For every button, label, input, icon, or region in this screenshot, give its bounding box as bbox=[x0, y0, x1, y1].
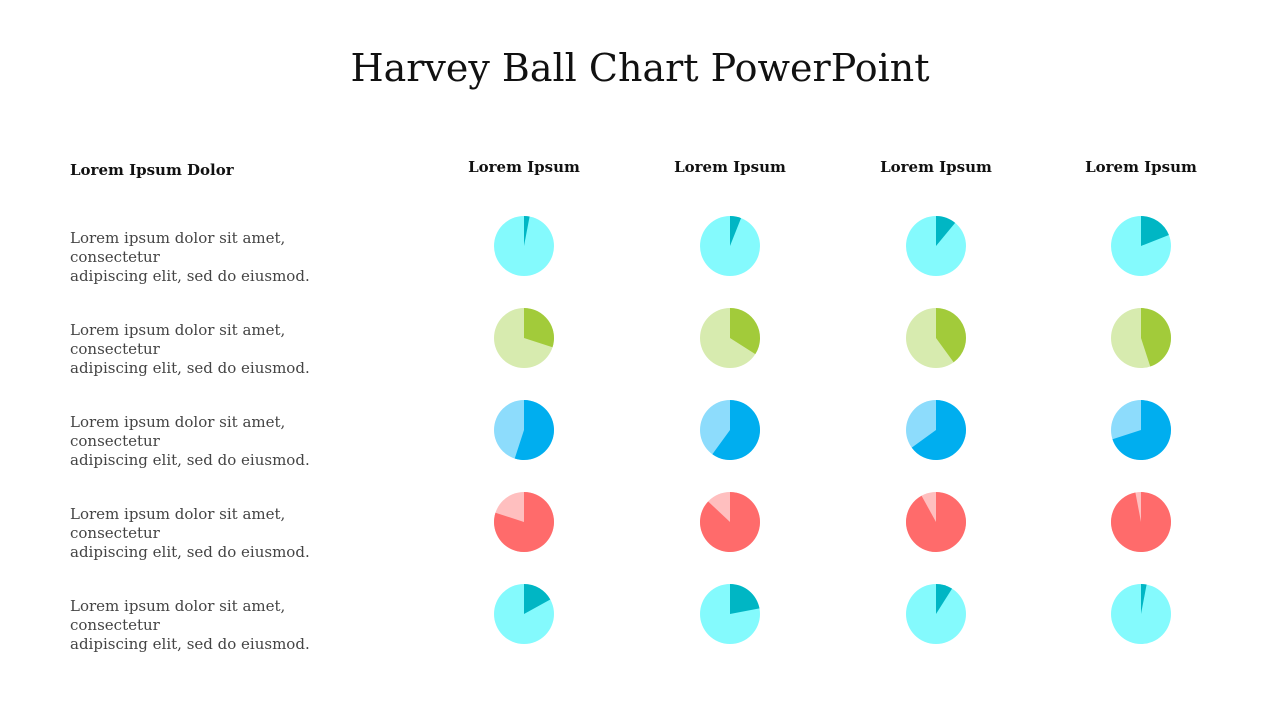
column-header-3: Lorem Ipsum bbox=[880, 158, 992, 176]
row-description-line: Lorem ipsum dolor sit amet, consectetur bbox=[70, 229, 286, 266]
harvey-ball-fill bbox=[730, 216, 742, 246]
harvey-ball-fill bbox=[700, 492, 761, 552]
harvey-ball-fill bbox=[911, 400, 966, 460]
row-description-line: Lorem ipsum dolor sit amet, consectetur bbox=[70, 597, 286, 634]
harvey-ball-r3-c1 bbox=[494, 400, 554, 460]
harvey-ball-r1-c4 bbox=[1111, 216, 1171, 276]
row-description-5: Lorem ipsum dolor sit amet, consectetur … bbox=[70, 597, 370, 654]
row-description-2: Lorem ipsum dolor sit amet, consectetur … bbox=[70, 321, 370, 378]
harvey-ball-fill bbox=[730, 584, 760, 614]
harvey-ball-r4-c4 bbox=[1110, 492, 1171, 552]
harvey-ball-fill bbox=[1141, 308, 1172, 367]
harvey-ball-r1-c3 bbox=[906, 216, 966, 276]
column-header-1: Lorem Ipsum bbox=[468, 158, 580, 176]
harvey-ball-r2-c1 bbox=[494, 308, 555, 368]
row-description-line: adipiscing elit, sed do eiusmod. bbox=[70, 359, 310, 377]
harvey-ball-fill bbox=[936, 584, 953, 614]
harvey-ball-r5-c3 bbox=[906, 584, 966, 644]
harvey-ball-fill bbox=[936, 308, 967, 363]
row-description-line: Lorem ipsum dolor sit amet, consectetur bbox=[70, 505, 286, 542]
harvey-ball-fill bbox=[1141, 584, 1147, 614]
harvey-ball-r4-c2 bbox=[700, 492, 761, 552]
harvey-ball-r4-c1 bbox=[493, 492, 554, 552]
row-description-line: adipiscing elit, sed do eiusmod. bbox=[70, 635, 310, 653]
harvey-ball-r1-c2 bbox=[700, 216, 760, 276]
harvey-ball-r1-c1 bbox=[494, 216, 554, 276]
harvey-ball-fill bbox=[712, 400, 760, 460]
harvey-ball-fill bbox=[730, 308, 761, 355]
row-description-4: Lorem ipsum dolor sit amet, consectetur … bbox=[70, 505, 370, 562]
column-header-4: Lorem Ipsum bbox=[1085, 158, 1197, 176]
row-description-line: adipiscing elit, sed do eiusmod. bbox=[70, 543, 310, 561]
row-header-label: Lorem Ipsum Dolor bbox=[70, 161, 234, 179]
harvey-ball-fill bbox=[936, 216, 956, 246]
harvey-ball-r3-c3 bbox=[906, 400, 966, 460]
harvey-ball-r5-c4 bbox=[1111, 584, 1171, 644]
harvey-ball-fill bbox=[514, 400, 554, 460]
row-description-3: Lorem ipsum dolor sit amet, consectetur … bbox=[70, 413, 370, 470]
row-description-line: Lorem ipsum dolor sit amet, consectetur bbox=[70, 321, 286, 358]
row-description-1: Lorem ipsum dolor sit amet, consectetur … bbox=[70, 229, 370, 286]
harvey-ball-r5-c2 bbox=[700, 584, 760, 644]
harvey-ball-r2-c4 bbox=[1111, 308, 1172, 368]
harvey-ball-fill bbox=[524, 216, 530, 246]
harvey-ball-fill bbox=[1112, 400, 1171, 460]
harvey-ball-r5-c1 bbox=[494, 584, 554, 644]
harvey-ball-fill bbox=[1141, 216, 1169, 246]
harvey-ball-fill bbox=[493, 492, 554, 552]
column-header-2: Lorem Ipsum bbox=[674, 158, 786, 176]
harvey-ball-r2-c2 bbox=[700, 308, 761, 368]
page-title: Harvey Ball Chart PowerPoint bbox=[350, 46, 930, 90]
harvey-ball-r3-c2 bbox=[700, 400, 760, 460]
row-description-line: Lorem ipsum dolor sit amet, consectetur bbox=[70, 413, 286, 450]
harvey-ball-fill bbox=[524, 308, 555, 348]
harvey-ball-fill bbox=[906, 492, 966, 552]
harvey-ball-fill bbox=[524, 584, 551, 614]
row-description-line: adipiscing elit, sed do eiusmod. bbox=[70, 267, 310, 285]
harvey-ball-fill bbox=[1110, 492, 1171, 552]
harvey-ball-r3-c4 bbox=[1111, 400, 1171, 460]
row-description-line: adipiscing elit, sed do eiusmod. bbox=[70, 451, 310, 469]
harvey-ball-r2-c3 bbox=[906, 308, 967, 368]
harvey-ball-r4-c3 bbox=[906, 492, 966, 552]
